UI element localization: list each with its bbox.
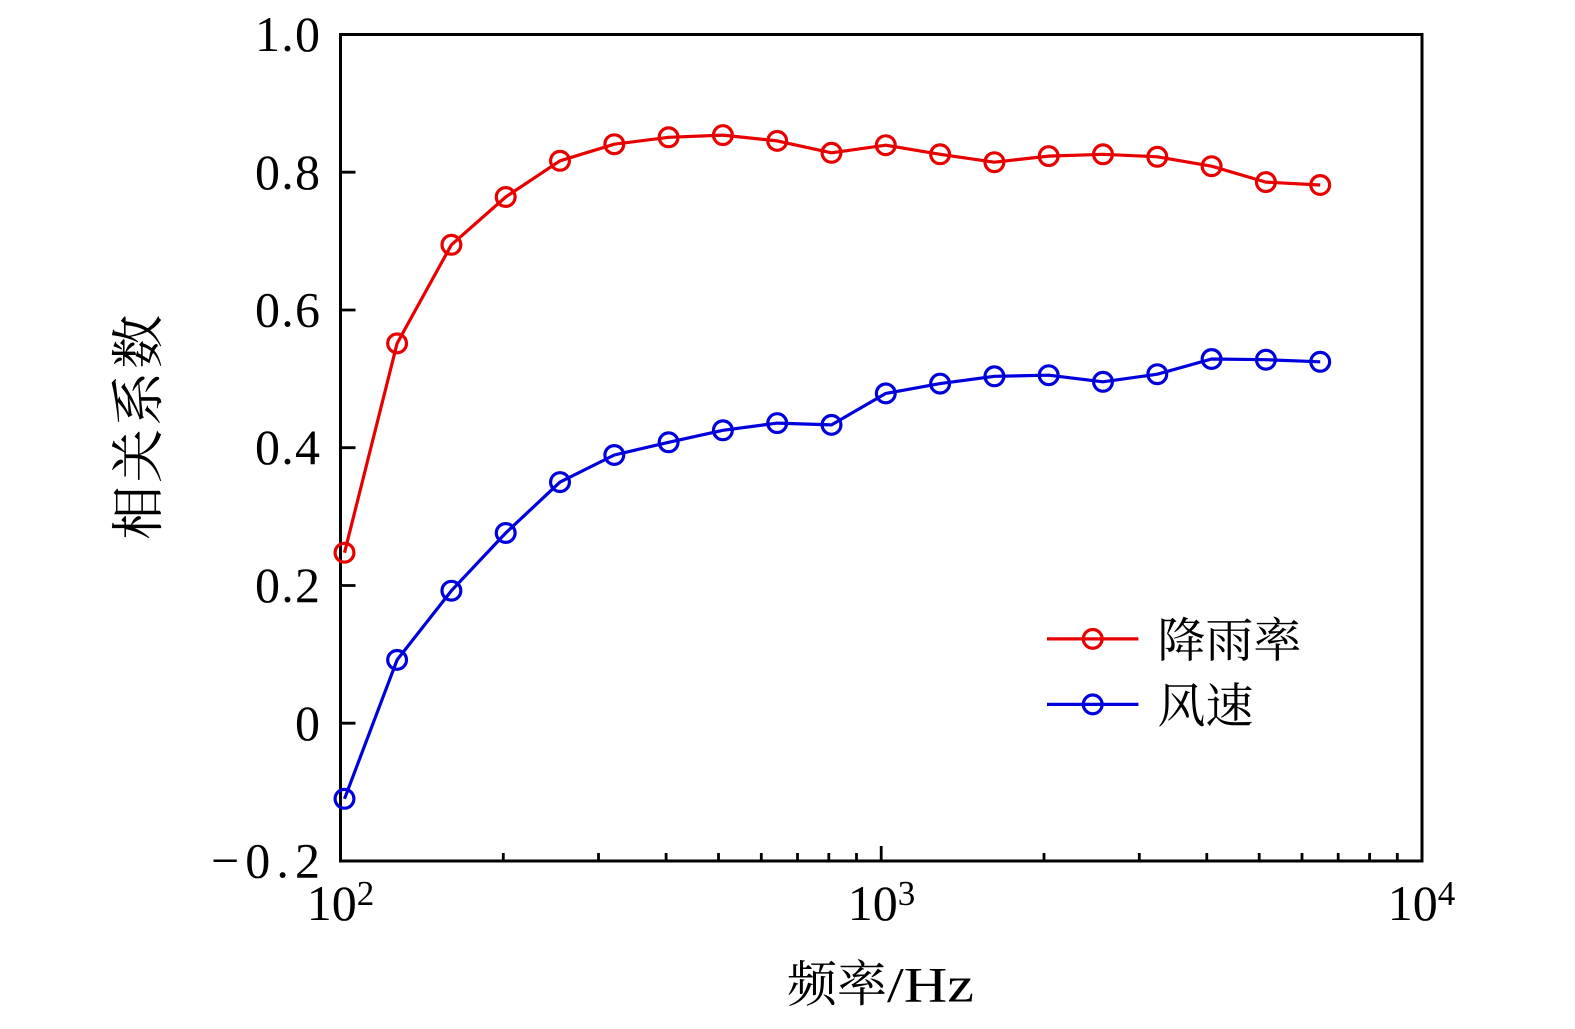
svg-text:−0.2: −0.2 (211, 833, 320, 889)
svg-text:/Hz: /Hz (887, 957, 974, 1013)
svg-text:0.6: 0.6 (255, 282, 320, 338)
svg-text:0: 0 (295, 695, 320, 751)
svg-text:103: 103 (848, 874, 916, 931)
svg-text:104: 104 (1388, 874, 1456, 931)
svg-text:0.8: 0.8 (255, 144, 320, 200)
svg-text:1.0: 1.0 (255, 6, 320, 62)
svg-text:0.4: 0.4 (255, 419, 320, 475)
svg-text:0.2: 0.2 (255, 557, 320, 613)
